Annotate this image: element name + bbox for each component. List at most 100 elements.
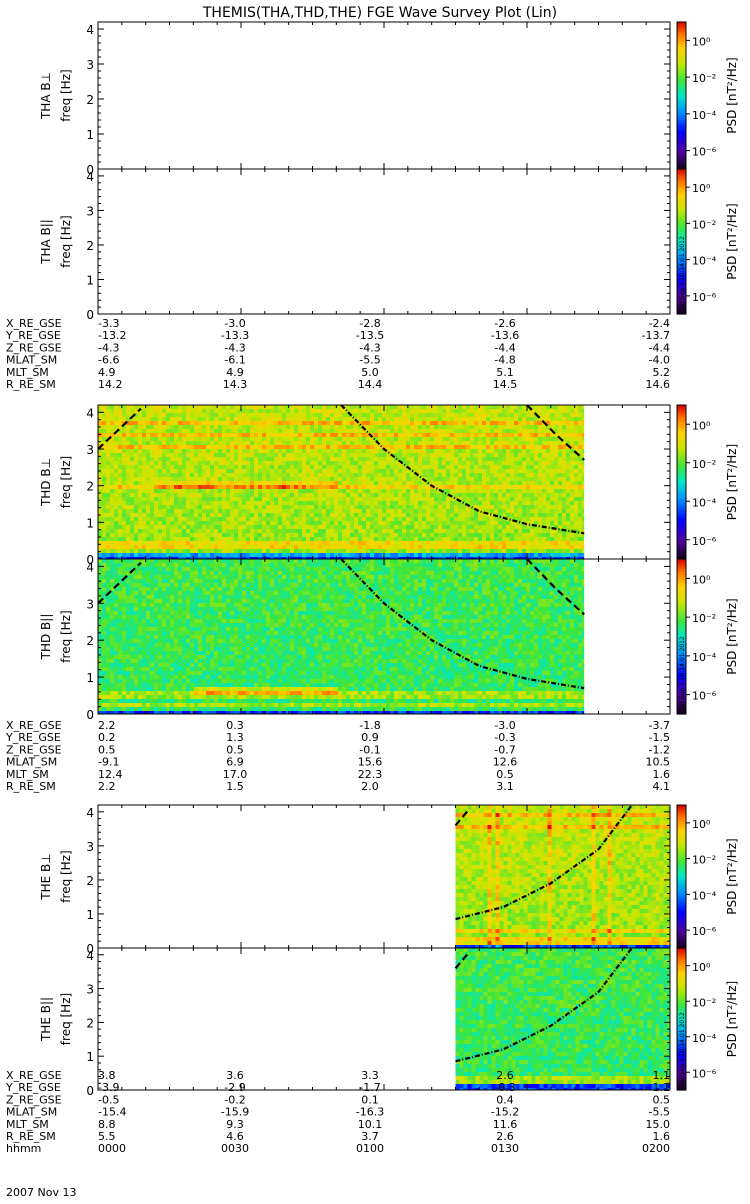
heatmap-cell (550, 549, 554, 553)
heatmap-cell (558, 421, 562, 425)
heatmap-cell (342, 469, 346, 473)
heatmap-cell (374, 533, 378, 537)
heatmap-cell (134, 453, 138, 457)
heatmap-cell (470, 413, 474, 417)
heatmap-cell (530, 445, 534, 449)
heatmap-cell (114, 493, 118, 497)
heatmap-cell (222, 553, 226, 557)
heatmap-cell (402, 549, 406, 553)
heatmap-cell (254, 525, 258, 529)
heatmap-cell (198, 485, 202, 489)
heatmap-cell (338, 449, 342, 453)
heatmap-cell (442, 501, 446, 505)
heatmap-cell (138, 481, 142, 485)
heatmap-cell (450, 545, 454, 549)
heatmap-cell (294, 497, 298, 501)
heatmap-cell (378, 437, 382, 441)
heatmap-cell (106, 545, 110, 549)
heatmap-cell (526, 477, 530, 481)
heatmap-cell (426, 409, 430, 413)
heatmap-cell (226, 433, 230, 437)
heatmap-cell (438, 437, 442, 441)
heatmap-cell (466, 549, 470, 553)
heatmap-cell (302, 509, 306, 513)
heatmap-cell (246, 517, 250, 521)
heatmap-cell (566, 433, 570, 437)
heatmap-cell (290, 421, 294, 425)
heatmap-cell (398, 501, 402, 505)
heatmap-cell (378, 529, 382, 533)
heatmap-cell (106, 445, 110, 449)
heatmap-cell (506, 489, 510, 493)
heatmap-cell (246, 429, 250, 433)
heatmap-cell (214, 469, 218, 473)
heatmap-cell (266, 529, 270, 533)
heatmap-cell (434, 529, 438, 533)
heatmap-cell (178, 457, 182, 461)
heatmap-cell (170, 413, 174, 417)
heatmap-cell (314, 501, 318, 505)
heatmap-cell (422, 525, 426, 529)
heatmap-cell (378, 537, 382, 541)
heatmap-cell (170, 545, 174, 549)
heatmap-cell (438, 409, 442, 413)
heatmap-cell (222, 473, 226, 477)
heatmap-cell (570, 545, 574, 549)
heatmap-cell (214, 541, 218, 545)
heatmap-cell (458, 517, 462, 521)
heatmap-cell (414, 533, 418, 537)
heatmap-cell (482, 433, 486, 437)
heatmap-cell (222, 433, 226, 437)
heatmap-cell (146, 477, 150, 481)
heatmap-cell (262, 549, 266, 553)
heatmap-cell (434, 461, 438, 465)
heatmap-cell (490, 421, 494, 425)
heatmap-cell (134, 445, 138, 449)
heatmap-cell (486, 537, 490, 541)
heatmap-cell (338, 481, 342, 485)
heatmap-cell (550, 445, 554, 449)
heatmap-cell (426, 449, 430, 453)
heatmap-cell (158, 501, 162, 505)
heatmap-cell (250, 485, 254, 489)
heatmap-cell (122, 417, 126, 421)
heatmap-cell (422, 517, 426, 521)
heatmap-cell (554, 461, 558, 465)
heatmap-cell (470, 433, 474, 437)
heatmap-cell (154, 517, 158, 521)
heatmap-cell (118, 525, 122, 529)
heatmap-cell (462, 537, 466, 541)
heatmap-cell (346, 549, 350, 553)
heatmap-cell (534, 449, 538, 453)
heatmap-cell (118, 437, 122, 441)
heatmap-cell (146, 457, 150, 461)
heatmap-cell (386, 429, 390, 433)
heatmap-cell (382, 437, 386, 441)
heatmap-cell (138, 437, 142, 441)
heatmap-cell (158, 541, 162, 545)
heatmap-cell (538, 473, 542, 477)
heatmap-cell (422, 469, 426, 473)
heatmap-cell (442, 449, 446, 453)
heatmap-cell (170, 425, 174, 429)
heatmap-cell (542, 545, 546, 549)
heatmap-cell (570, 485, 574, 489)
heatmap-cell (354, 505, 358, 509)
heatmap-cell (234, 425, 238, 429)
heatmap-cell (126, 457, 130, 461)
heatmap-cell (102, 513, 106, 517)
heatmap-cell (546, 537, 550, 541)
heatmap-cell (514, 501, 518, 505)
heatmap-cell (258, 405, 262, 409)
heatmap-cell (502, 465, 506, 469)
heatmap-cell (506, 421, 510, 425)
heatmap-cell (342, 529, 346, 533)
heatmap-cell (290, 453, 294, 457)
heatmap-cell (550, 473, 554, 477)
heatmap-cell (570, 469, 574, 473)
heatmap-cell (158, 449, 162, 453)
heatmap-cell (390, 501, 394, 505)
heatmap-cell (374, 501, 378, 505)
heatmap-cell (326, 533, 330, 537)
heatmap-cell (322, 469, 326, 473)
